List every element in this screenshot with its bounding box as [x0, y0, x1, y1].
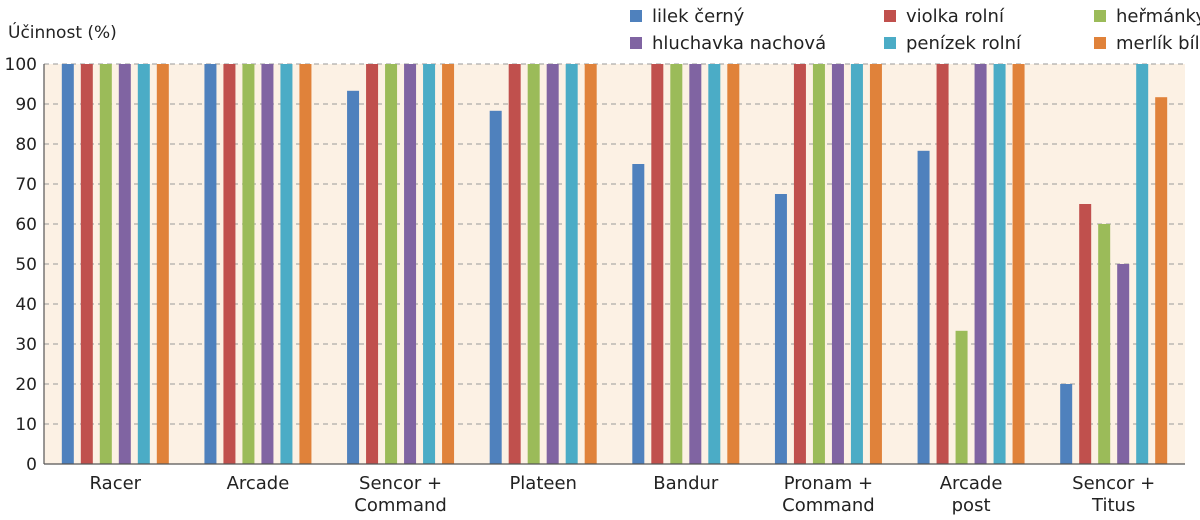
y-tick-label: 60 [15, 215, 37, 235]
bar [955, 330, 968, 464]
category-label: Arcade [227, 473, 290, 494]
bar [242, 64, 255, 464]
bar [1155, 97, 1168, 464]
bar [708, 64, 721, 464]
y-tick-label: 70 [15, 175, 37, 195]
bar [80, 64, 93, 464]
bar [299, 64, 312, 464]
legend-label: violka rolní [906, 6, 1005, 27]
bar [793, 64, 806, 464]
category-label: Racer [90, 473, 142, 494]
y-tick-label: 100 [5, 55, 37, 75]
category-label: Titus [1091, 495, 1135, 516]
y-tick-label: 10 [15, 415, 37, 435]
bar [936, 64, 949, 464]
category-label: Command [782, 495, 875, 516]
y-tick-label: 20 [15, 375, 37, 395]
bar [1098, 224, 1111, 464]
bar [204, 64, 217, 464]
y-tick-label: 40 [15, 295, 37, 315]
legend-label: merlík bílý [1116, 33, 1200, 54]
legend-swatch [1094, 10, 1106, 22]
legend-label: heřmánky [1116, 6, 1200, 27]
bar [689, 64, 702, 464]
category-label: Sencor + [1072, 473, 1155, 494]
bar [974, 64, 987, 464]
y-axis-label: Účinnost (%) [8, 21, 117, 43]
bar [584, 64, 597, 464]
bar [850, 64, 863, 464]
y-tick-label: 80 [15, 135, 37, 155]
category-label: Pronam + [784, 473, 873, 494]
bar [1136, 64, 1149, 464]
bar [774, 194, 787, 464]
bar [812, 64, 825, 464]
bar [651, 64, 664, 464]
bar [993, 64, 1006, 464]
bar [1079, 204, 1092, 464]
category-label: Arcade [940, 473, 1003, 494]
bar [917, 150, 930, 465]
category-label: Bandur [653, 473, 719, 494]
legend-swatch [884, 37, 896, 49]
bar [385, 64, 398, 464]
bar [546, 64, 559, 464]
bar [831, 64, 844, 464]
bar [527, 64, 540, 464]
bar [280, 64, 293, 464]
bar [404, 64, 417, 464]
legend-label: lilek černý [652, 6, 745, 27]
legend-swatch [630, 37, 642, 49]
legend: lilek černý violka rolní heřmánky hluchavka… [630, 6, 1200, 54]
bar [261, 64, 274, 464]
bar [137, 64, 150, 464]
bar [442, 64, 455, 464]
bar [727, 64, 740, 464]
legend-swatch [1094, 37, 1106, 49]
bar [118, 64, 131, 464]
legend-swatch [884, 10, 896, 22]
category-label: Plateen [509, 473, 577, 494]
y-tick-label: 0 [26, 455, 37, 475]
bar [670, 64, 683, 464]
bar [156, 64, 169, 464]
bar [869, 64, 882, 464]
legend-label: penízek rolní [906, 33, 1022, 54]
axes [43, 64, 1185, 465]
bar [99, 64, 112, 464]
bar [347, 90, 360, 465]
bar [423, 64, 436, 464]
y-tick-label: 90 [15, 95, 37, 115]
bar [61, 64, 74, 464]
y-tick-label: 30 [15, 335, 37, 355]
bar [366, 64, 379, 464]
bar [508, 64, 521, 464]
bar [1117, 264, 1130, 464]
bar [1060, 384, 1073, 464]
category-label: Command [354, 495, 447, 516]
category-label: post [952, 495, 991, 516]
y-tick-label: 50 [15, 255, 37, 275]
bar [632, 164, 645, 464]
bar [223, 64, 236, 464]
legend-label: hluchavka nachová [652, 33, 826, 54]
y-tick-labels: 0 10 20 30 40 50 60 70 80 90 100 [5, 55, 37, 475]
bar [1012, 64, 1025, 464]
legend-swatch [630, 10, 642, 22]
bar [565, 64, 578, 464]
bar [489, 110, 502, 465]
category-label: Sencor + [359, 473, 442, 494]
bars [61, 64, 1168, 465]
